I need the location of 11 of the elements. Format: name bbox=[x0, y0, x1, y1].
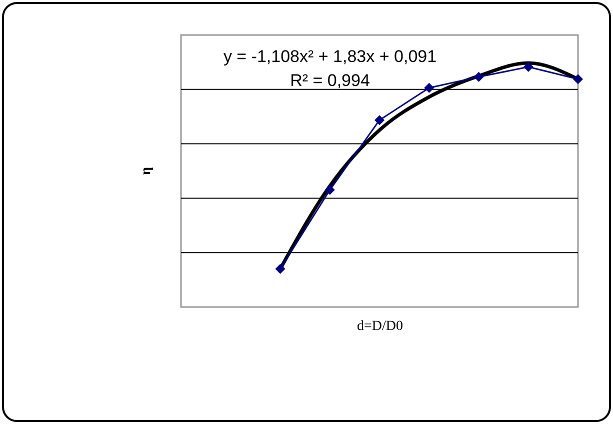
point bbox=[374, 115, 384, 126]
annotation: R² = 0,994 bbox=[290, 71, 370, 90]
point bbox=[523, 62, 534, 72]
point bbox=[424, 82, 434, 93]
point bbox=[474, 72, 484, 82]
x-axis-title: d=D/D0 bbox=[356, 319, 404, 334]
annotation: y = -1,108x² + 1,83x + 0,091 bbox=[223, 47, 437, 66]
point bbox=[324, 184, 335, 195]
point bbox=[275, 264, 286, 274]
point bbox=[573, 74, 583, 84]
y-axis-title: η bbox=[139, 166, 154, 175]
